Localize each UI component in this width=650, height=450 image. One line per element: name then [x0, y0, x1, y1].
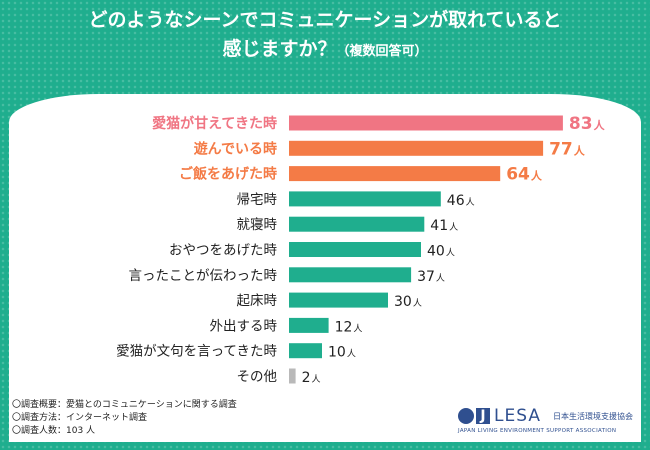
category-label: ご飯をあげた時: [179, 166, 277, 183]
title-line-1: どのようなシーンでコミュニケーションが取れていると: [88, 9, 562, 31]
value-label: 64人: [506, 165, 543, 185]
bar: [289, 115, 563, 131]
logo-japanese-name: 日本生活環境支援協会: [552, 411, 633, 421]
unit-label: 人: [436, 273, 445, 284]
value-label: 30人: [394, 294, 422, 310]
lesa-logo: J LESA 日本生活環境支援協会 JAPAN LIVING ENVIRONME…: [458, 406, 638, 446]
title-line-2: 感じますか？（複数回答可）: [0, 35, 650, 66]
bar: [289, 343, 322, 359]
bar: [289, 166, 501, 182]
logo-circle-icon: [458, 408, 474, 424]
value-label: 2人: [302, 370, 321, 386]
unit-label: 人: [347, 349, 356, 360]
value-label: 46人: [447, 193, 475, 209]
unit-label: 人: [353, 323, 362, 334]
bar: [289, 140, 544, 156]
note-overview: 〇調査概要：愛猫とのコミュニケーションに関する調査: [12, 400, 237, 410]
logo-english-name: JAPAN LIVING ENVIRONMENT SUPPORT ASSOCIA…: [458, 428, 617, 434]
category-label: 言ったことが伝わった時: [129, 268, 278, 284]
bar: [289, 292, 388, 308]
chart-title: どのようなシーンでコミュニケーションが取れていると 感じますか？（複数回答可）: [0, 6, 650, 66]
note-method: 〇調査方法：インターネット調査: [12, 413, 148, 423]
note-count: 〇調査人数：103 人: [12, 426, 96, 436]
unit-label: 人: [594, 118, 606, 132]
unit-label: 人: [449, 222, 458, 233]
logo-name: LESA: [494, 406, 541, 426]
category-label: 外出する時: [210, 318, 278, 334]
unit-label: 人: [466, 197, 475, 208]
value-label: 37人: [417, 269, 445, 285]
value-label: 40人: [427, 244, 455, 260]
unit-label: 人: [446, 248, 455, 259]
bar: [289, 191, 441, 207]
category-label: その他: [237, 369, 278, 385]
category-label: 起床時: [237, 293, 278, 309]
category-label: 愛猫が甘えてきた時: [152, 115, 277, 132]
value-label: 77人: [549, 139, 586, 159]
bar: [289, 368, 296, 384]
value-label: 12人: [335, 319, 363, 335]
bar: [289, 242, 421, 257]
bar: [289, 267, 412, 283]
category-label: 就寝時: [237, 216, 278, 233]
bar: [289, 216, 425, 232]
title-note: （複数回答可）: [336, 44, 428, 59]
category-label: おやつをあげた時: [169, 243, 277, 259]
unit-label: 人: [531, 169, 543, 183]
title-question: 感じますか？: [222, 38, 337, 60]
unit-label: 人: [574, 143, 586, 157]
value-label: 83人: [569, 114, 606, 134]
unit-label: 人: [413, 298, 422, 309]
category-label: 帰宅時: [237, 191, 278, 208]
category-label: 愛猫が文句を言ってきた時: [116, 344, 277, 360]
value-label: 41人: [430, 218, 458, 234]
survey-notes: 〇調査概要：愛猫とのコミュニケーションに関する調査 〇調査方法：インターネット調…: [12, 399, 237, 438]
category-label: 遊んでいる時: [194, 140, 277, 157]
value-label: 10人: [328, 345, 356, 361]
bar: [289, 317, 329, 333]
logo-j-icon: J: [476, 408, 490, 424]
unit-label: 人: [312, 374, 321, 385]
